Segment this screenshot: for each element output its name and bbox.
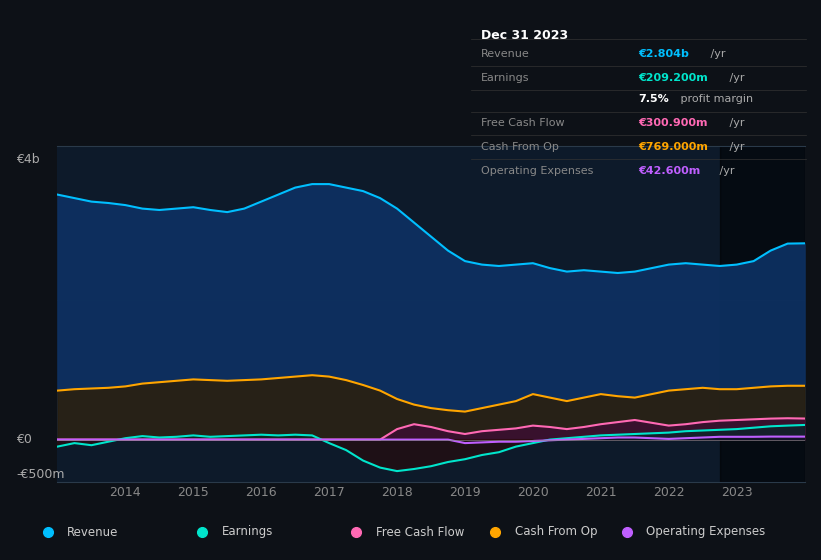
Text: /yr: /yr	[727, 142, 745, 152]
Text: €0: €0	[16, 433, 32, 446]
Text: €42.600m: €42.600m	[639, 166, 700, 175]
Text: €2.804b: €2.804b	[639, 49, 689, 59]
Text: Cash From Op: Cash From Op	[515, 525, 597, 539]
Text: Free Cash Flow: Free Cash Flow	[481, 118, 565, 128]
Text: -€500m: -€500m	[16, 468, 65, 481]
Text: profit margin: profit margin	[677, 94, 754, 104]
Text: /yr: /yr	[727, 73, 745, 83]
Text: Operating Expenses: Operating Expenses	[646, 525, 765, 539]
Text: Earnings: Earnings	[222, 525, 273, 539]
Text: €4b: €4b	[16, 153, 40, 166]
Text: 7.5%: 7.5%	[639, 94, 669, 104]
Text: Revenue: Revenue	[481, 49, 530, 59]
Bar	[720, 146, 805, 482]
Text: /yr: /yr	[707, 49, 725, 59]
Text: Cash From Op: Cash From Op	[481, 142, 559, 152]
Text: Dec 31 2023: Dec 31 2023	[481, 29, 568, 42]
Text: €209.200m: €209.200m	[639, 73, 708, 83]
Text: /yr: /yr	[727, 118, 745, 128]
Text: Revenue: Revenue	[67, 525, 118, 539]
Text: /yr: /yr	[717, 166, 735, 175]
Text: Earnings: Earnings	[481, 73, 530, 83]
Text: €769.000m: €769.000m	[639, 142, 709, 152]
Text: Free Cash Flow: Free Cash Flow	[376, 525, 464, 539]
Text: €300.900m: €300.900m	[639, 118, 708, 128]
Text: Operating Expenses: Operating Expenses	[481, 166, 594, 175]
